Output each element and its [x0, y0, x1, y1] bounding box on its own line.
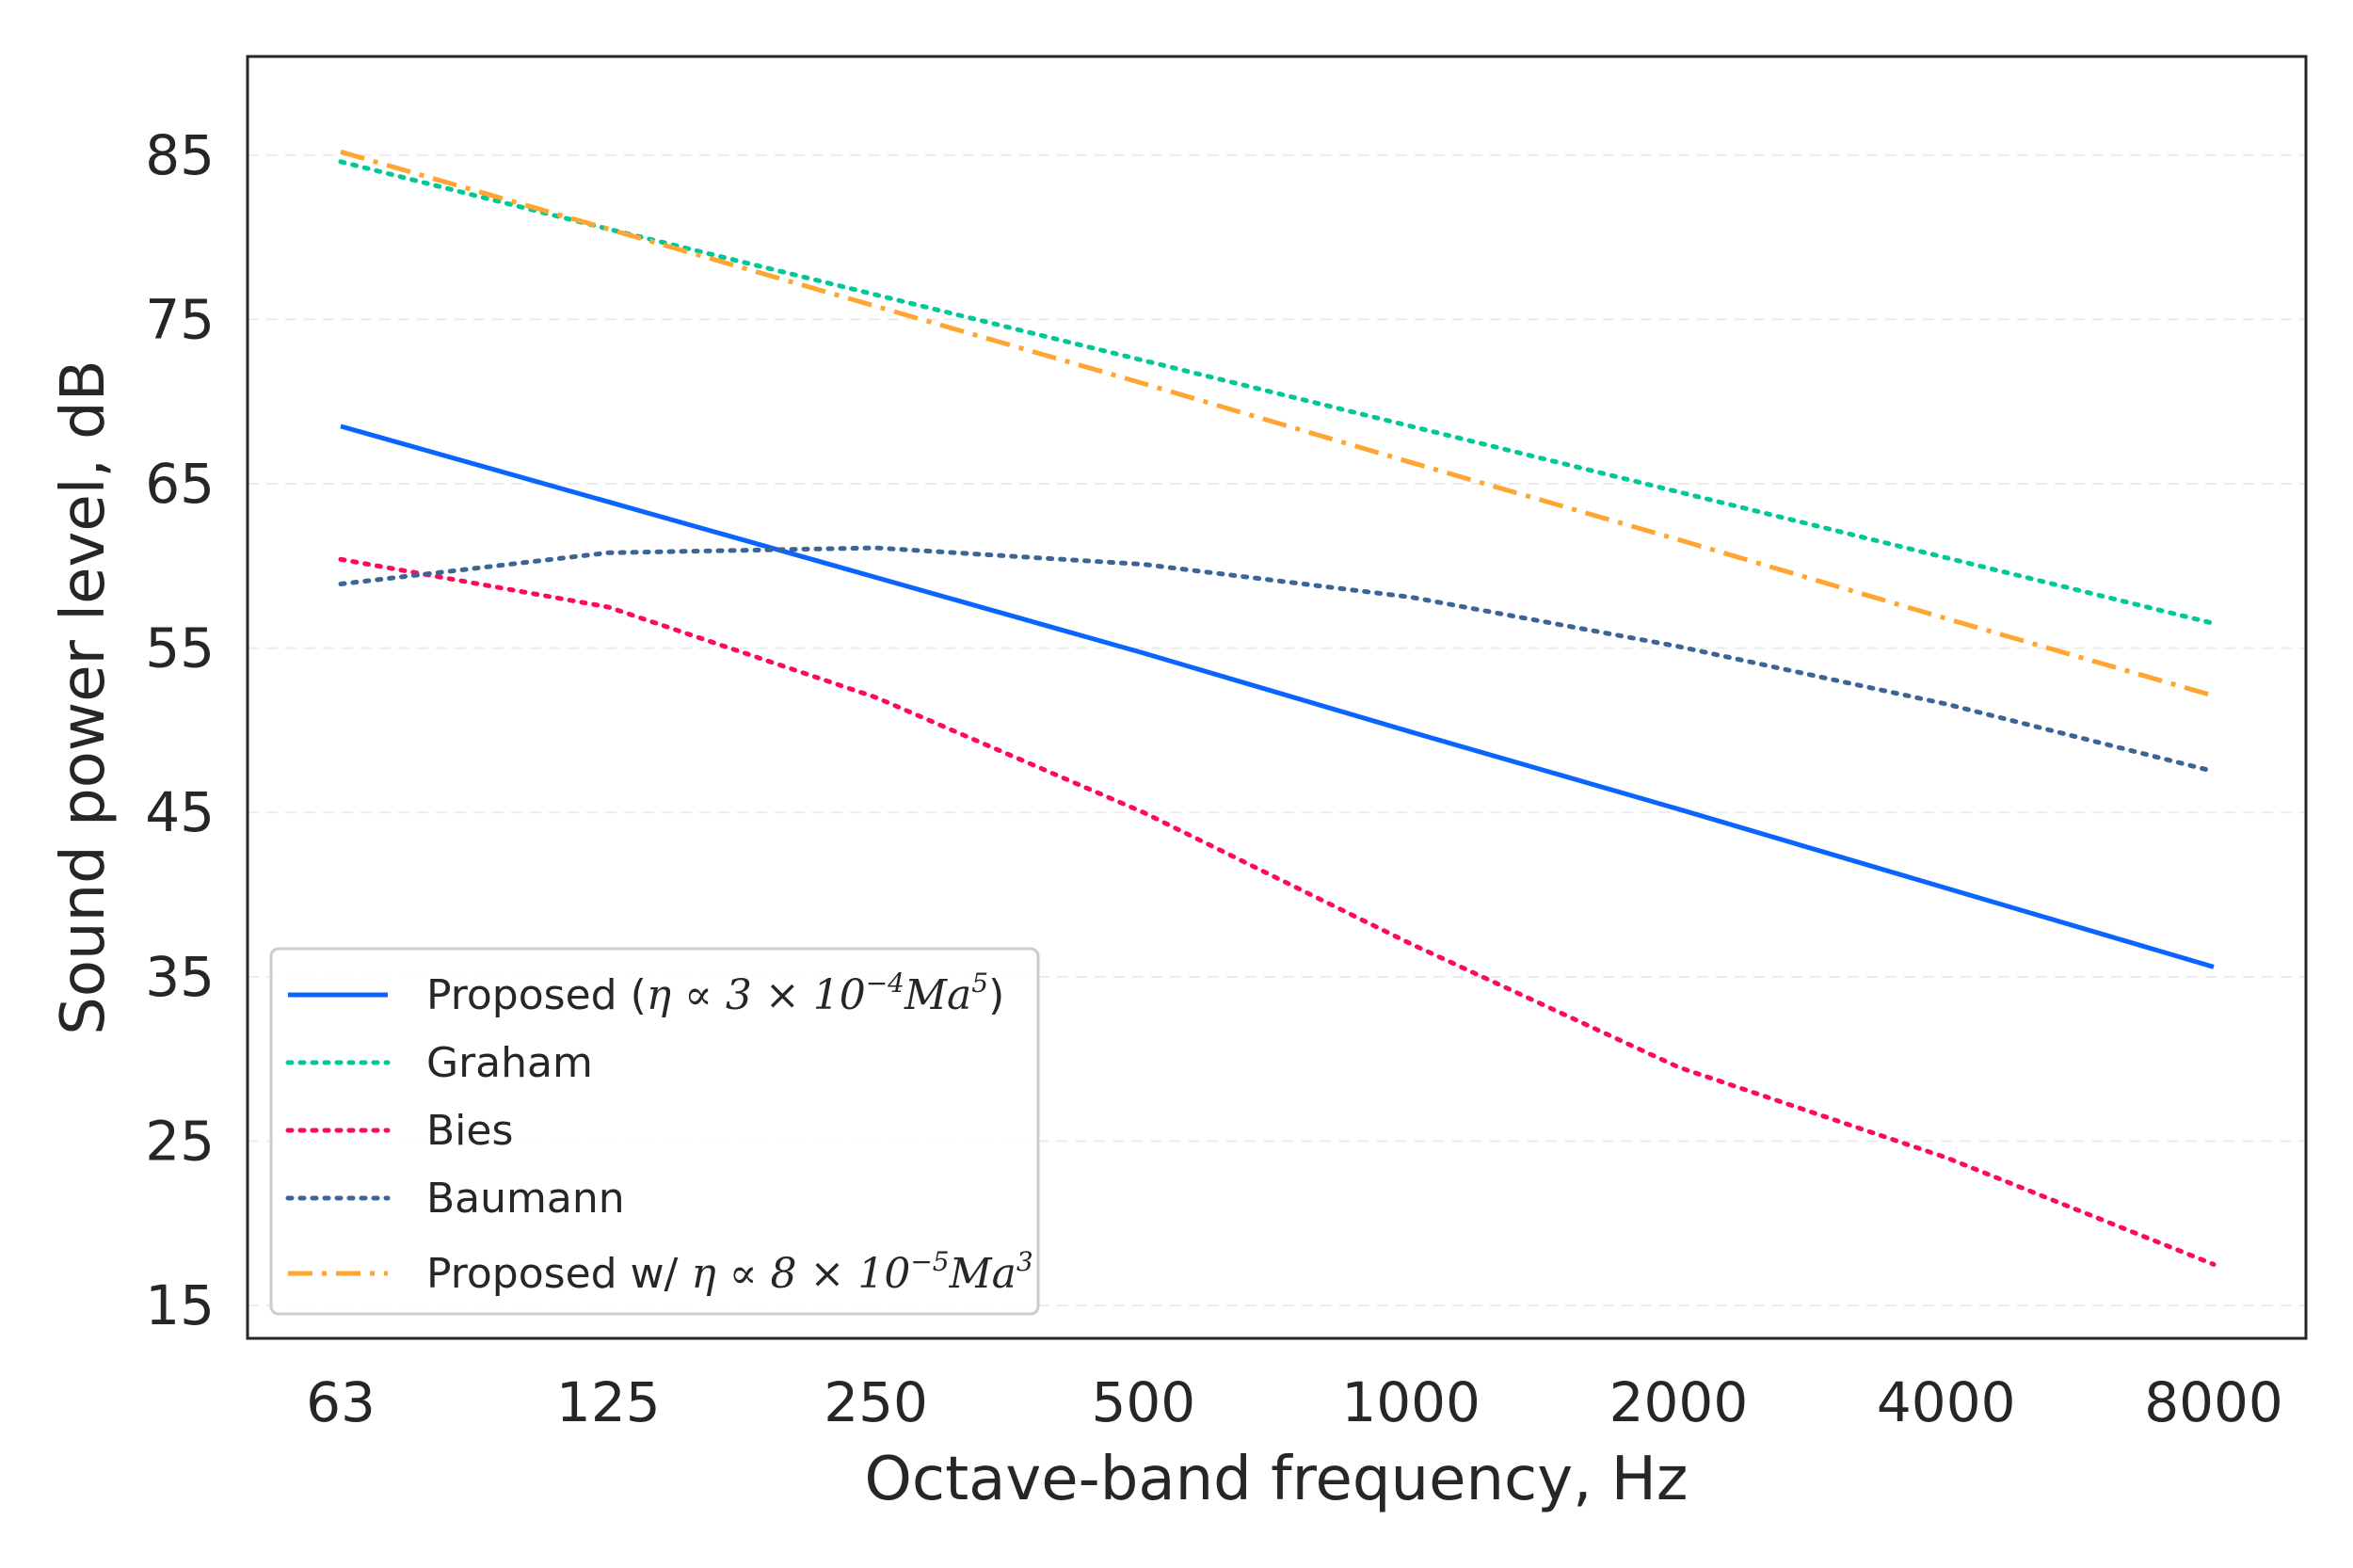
x-axis-label: Octave-band frequency, Hz: [865, 1445, 1689, 1514]
y-axis-label: Sound power level, dB: [49, 360, 119, 1034]
series-line-1: [340, 424, 2215, 969]
y-tick-label: 65: [145, 452, 215, 516]
y-tick-label: 25: [145, 1109, 215, 1173]
series-line-4: [338, 545, 2217, 775]
series-line-3: [338, 556, 2217, 1267]
legend: Proposed (η ∝ 3 × 10−4Ma5) Graham Bies Baum…: [269, 947, 1040, 1316]
x-tick-label: 63: [306, 1370, 376, 1434]
legend-label-4: Baumann: [426, 1175, 625, 1223]
y-tick-label: 75: [145, 287, 215, 351]
x-tick-label: 1000: [1341, 1370, 1481, 1434]
y-tick-label: 85: [145, 123, 215, 187]
legend-label-3: Bies: [426, 1107, 513, 1155]
x-tick-label: 125: [556, 1370, 661, 1434]
x-tick-label: 8000: [2144, 1370, 2283, 1434]
y-tick-label: 55: [145, 616, 215, 680]
y-tick-label: 45: [145, 780, 215, 844]
x-tick-label: 250: [824, 1370, 928, 1434]
plot-frame: [246, 55, 2308, 1340]
legend-label-2: Graham: [426, 1039, 593, 1087]
legend-label-1: Proposed (η ∝ 3 × 10−4Ma5): [426, 968, 1004, 1019]
x-tick-label: 4000: [1877, 1370, 2016, 1434]
y-tick-labels: 15 25 35 45 55 65 75 85: [145, 123, 215, 1337]
x-tick-label: 2000: [1609, 1370, 1749, 1434]
y-tick-label: 35: [145, 945, 215, 1009]
y-tick-label: 15: [145, 1273, 215, 1337]
series-line-5: [340, 149, 2215, 698]
x-tick-labels: 63 125 250 500 1000 2000 4000 8000: [306, 1370, 2283, 1434]
legend-box: [269, 947, 1040, 1316]
x-tick-label: 500: [1091, 1370, 1195, 1434]
series-lines: [338, 149, 2217, 1267]
legend-label-5: Proposed w/ η ∝ 8 × 10−5Ma3: [426, 1246, 1033, 1298]
